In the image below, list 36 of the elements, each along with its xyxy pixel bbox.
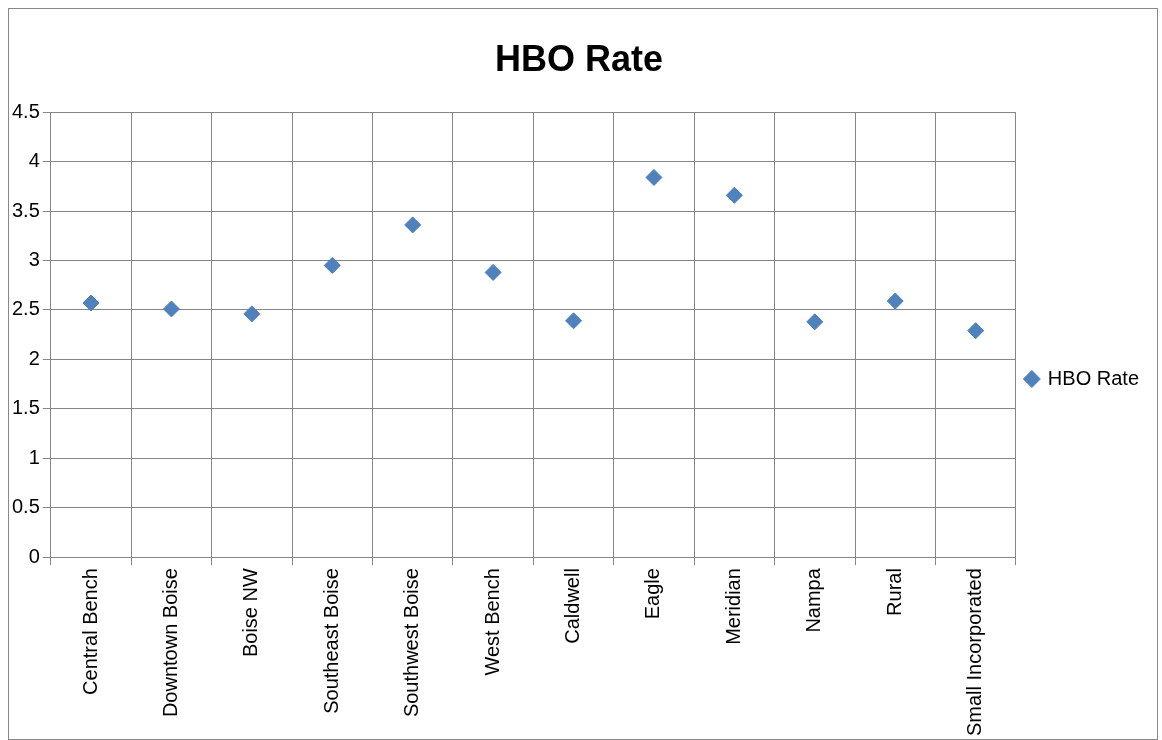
y-tick-label: 0.5 — [11, 495, 40, 518]
chart-title: HBO Rate — [494, 37, 664, 79]
point — [323, 256, 341, 274]
y-tick-label: 1 — [28, 445, 40, 468]
point — [967, 322, 985, 340]
x-tick-label: Boise NW — [239, 568, 262, 658]
x-tick-label: Nampa — [802, 567, 825, 633]
point — [886, 292, 904, 310]
x-tick-label: West Bench — [480, 568, 503, 676]
x-tick-label: Southeast Boise — [319, 568, 342, 714]
y-tick-label: 1.5 — [11, 396, 40, 419]
y-tick-label: 2 — [28, 346, 40, 369]
point — [484, 263, 502, 281]
x-tick-label: Rural — [882, 568, 905, 616]
point — [725, 186, 743, 204]
point — [565, 312, 583, 330]
point — [82, 294, 100, 312]
x-tick-label: Meridian — [721, 568, 744, 645]
point — [645, 168, 663, 186]
point — [162, 300, 180, 318]
y-tick-label: 2.5 — [11, 297, 40, 320]
y-tick-label: 3 — [28, 248, 40, 271]
x-tick-label: Southwest Boise — [400, 568, 423, 718]
x-tick-label: Eagle — [641, 568, 664, 620]
x-tick-label: Downtown Boise — [158, 568, 181, 718]
x-tick-label: Small Incorporated — [963, 568, 986, 737]
legend-label: HBO Rate — [1047, 366, 1140, 389]
point — [243, 305, 261, 323]
y-tick-label: 4.5 — [11, 99, 40, 122]
x-tick-label: Central Bench — [78, 568, 101, 695]
y-tick-label: 3.5 — [11, 198, 40, 221]
y-tick-label: 0 — [28, 544, 40, 567]
point — [404, 216, 422, 234]
point — [806, 313, 824, 331]
x-tick-label: Caldwell — [561, 568, 584, 644]
y-tick-label: 4 — [28, 149, 40, 172]
